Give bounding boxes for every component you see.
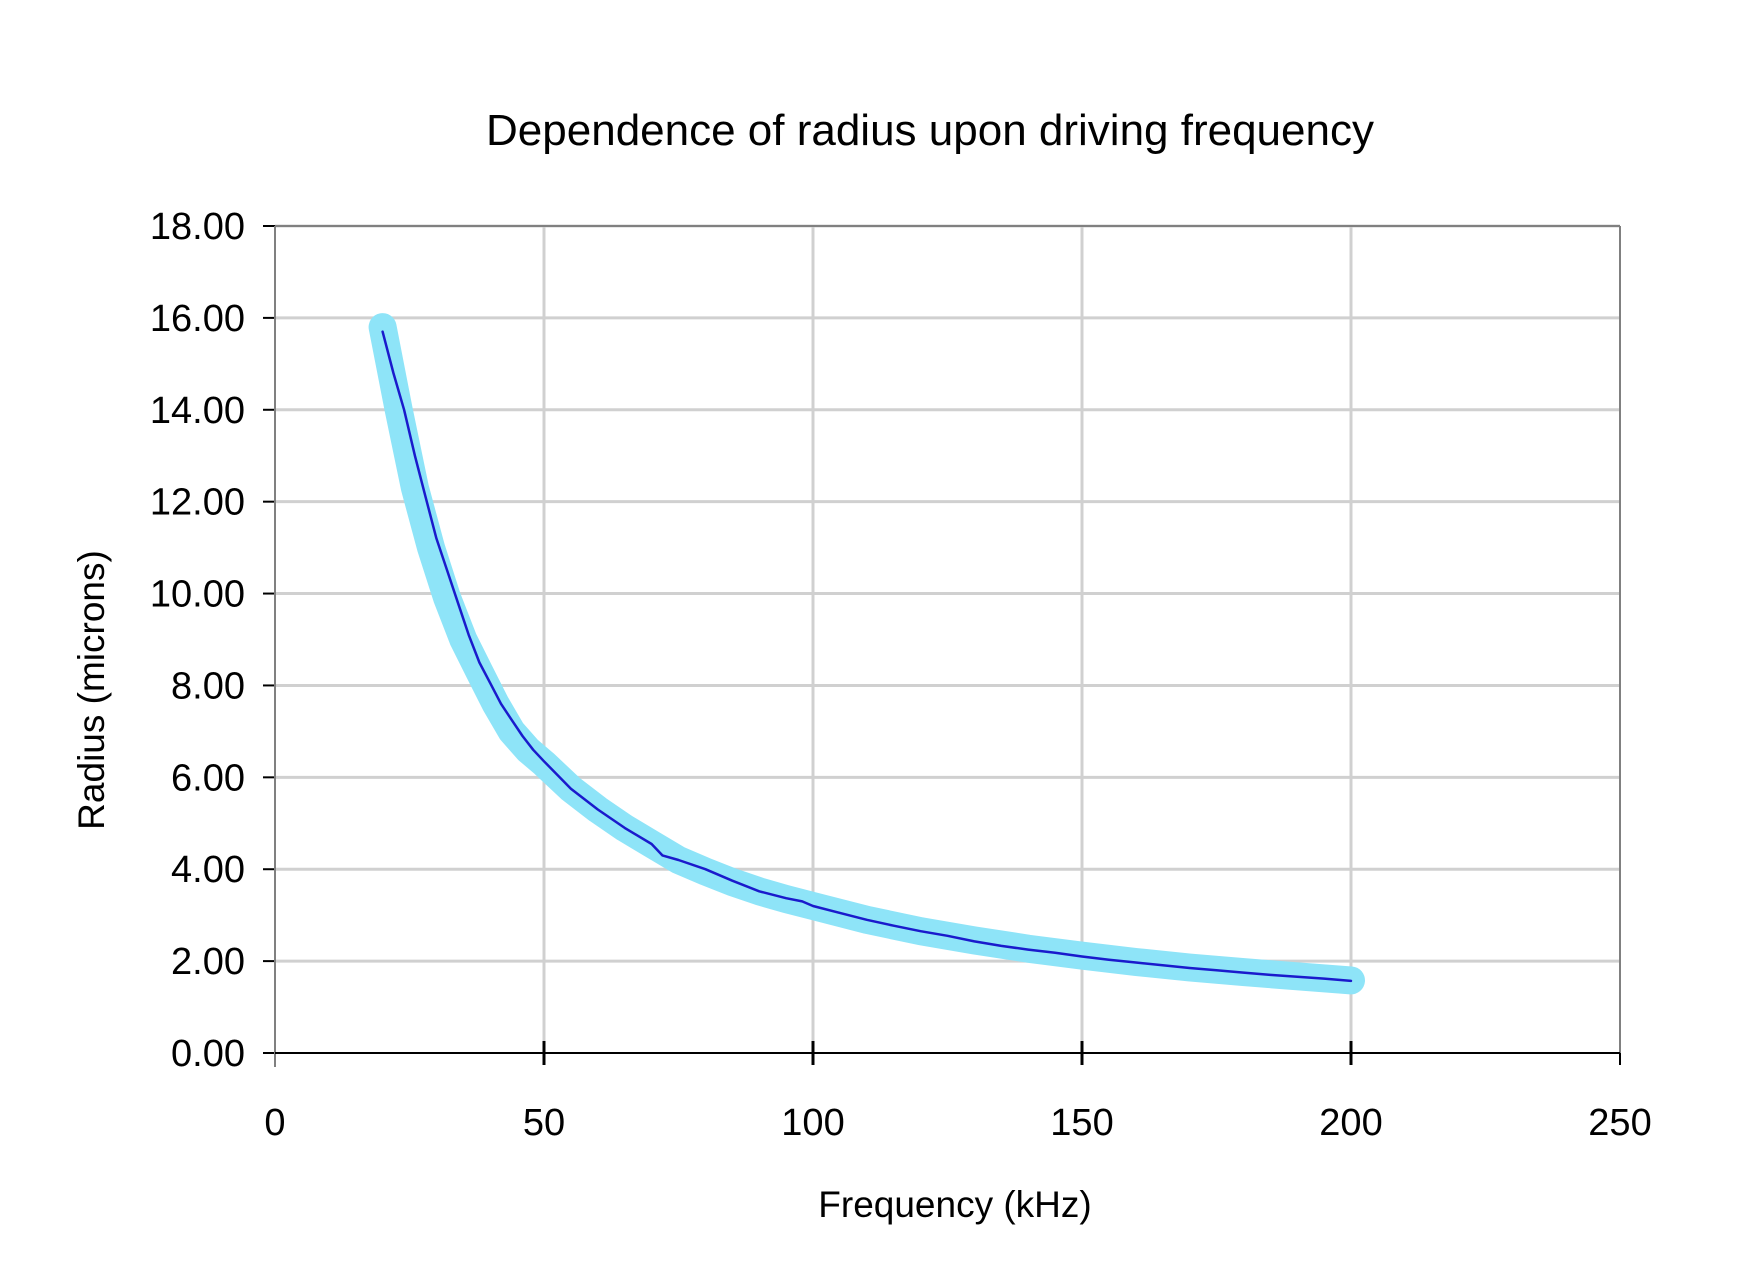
- y-tick-label: 6.00: [171, 757, 245, 799]
- x-tick-label: 150: [1050, 1102, 1113, 1144]
- y-tick-label: 0.00: [171, 1033, 245, 1075]
- y-axis-label: Radius (microns): [71, 550, 112, 830]
- axes: [263, 225, 1621, 1067]
- x-axis-label: Frequency (kHz): [818, 1184, 1091, 1225]
- y-tick-label: 2.00: [171, 941, 245, 983]
- series-line-thin: [381, 330, 1353, 983]
- y-tick-label: 16.00: [150, 298, 245, 340]
- y-tick-label: 12.00: [150, 482, 245, 524]
- x-tick-label: 200: [1319, 1102, 1382, 1144]
- tick-labels: 0.00 2.00 4.00 6.00 8.00 10.00 12.00 14.00 16.00…: [150, 206, 1652, 1144]
- x-tick-label: 100: [781, 1102, 844, 1144]
- chart-title: Dependence of radius upon driving freque…: [486, 106, 1374, 155]
- series-line-thick: [368, 313, 1365, 995]
- y-tick-label: 18.00: [150, 206, 245, 248]
- plot-series: [368, 313, 1365, 995]
- x-tick-label: 50: [523, 1102, 565, 1144]
- x-tick-label: 250: [1588, 1102, 1651, 1144]
- y-tick-label: 14.00: [150, 390, 245, 432]
- x-tick-label: 0: [264, 1102, 285, 1144]
- y-tick-label: 10.00: [150, 574, 245, 616]
- y-tick-label: 4.00: [171, 849, 245, 891]
- y-tick-label: 8.00: [171, 665, 245, 707]
